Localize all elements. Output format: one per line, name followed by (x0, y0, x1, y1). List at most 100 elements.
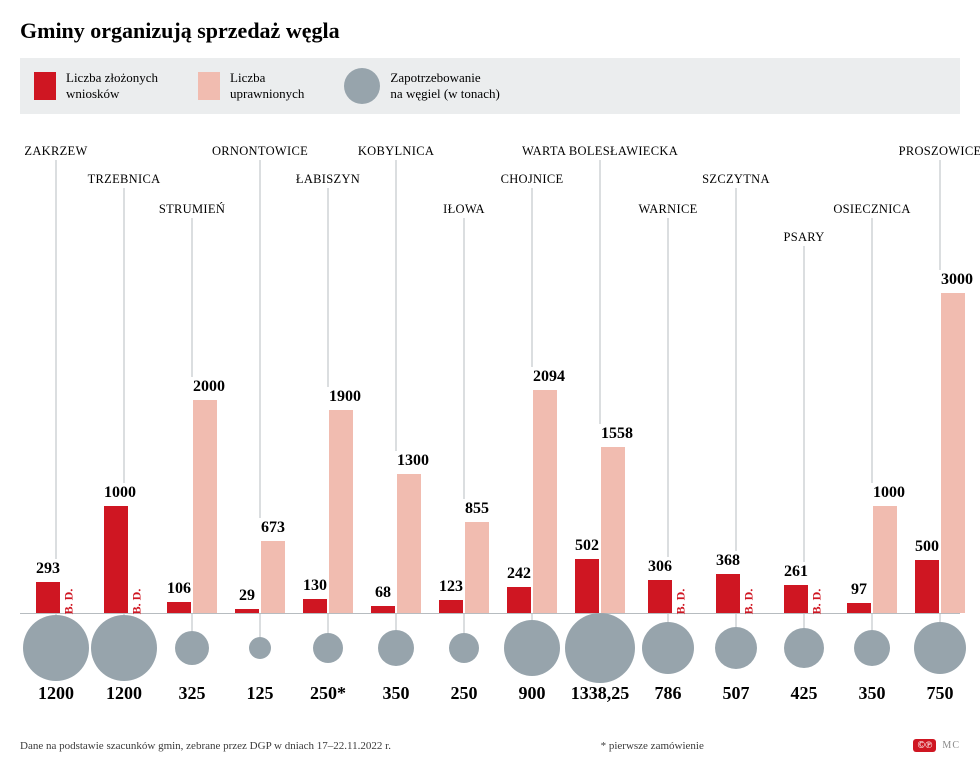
bar-pair: 681300 (371, 474, 421, 613)
bd-label: B. D. (810, 589, 825, 615)
bars-layer: 293B. D.1000B. D.10620002967313019006813… (20, 294, 960, 614)
bar-value-eligible: 1900 (329, 388, 353, 406)
bar-eligible: 855 (465, 522, 489, 613)
demand-bubble (175, 631, 209, 665)
demand-value: 1338,25 (571, 683, 630, 704)
bar-pair: 293B. D. (36, 573, 76, 613)
bar-eligible-nodata: B. D. (62, 573, 76, 613)
demand-bubble (23, 615, 89, 681)
gmina-label: PROSZOWICE (899, 144, 980, 159)
demand-value: 750 (927, 683, 954, 704)
demand-value: 786 (655, 683, 682, 704)
bar-value-applications: 130 (303, 577, 327, 595)
demand-bubble (504, 620, 560, 676)
footer-author: MC (942, 740, 960, 751)
bar-applications: 500 (915, 560, 939, 613)
gmina-label: KOBYLNICA (358, 144, 434, 159)
gmina-label: CHOJNICE (501, 172, 564, 187)
gmina-label: WARNICE (638, 202, 697, 217)
bar-applications: 293 (36, 582, 60, 613)
bar-value-eligible: 1000 (873, 484, 897, 502)
demand-value: 250* (310, 683, 346, 704)
gmina-label: ORNONTOWICE (212, 144, 308, 159)
demand-bubble (565, 613, 635, 683)
bar-value-applications: 106 (167, 580, 191, 598)
bd-label: B. D. (130, 589, 145, 615)
demand-value: 125 (247, 683, 274, 704)
bar-value-applications: 242 (507, 565, 531, 583)
bar-eligible-nodata: B. D. (674, 573, 688, 613)
gmina-label: TRZEBNICA (88, 172, 161, 187)
bar-pair: 123855 (439, 522, 489, 613)
bar-applications: 106 (167, 602, 191, 613)
legend-label-demand: Zapotrzebowaniena węgiel (w tonach) (390, 70, 499, 103)
legend-swatch-pink (198, 72, 220, 100)
bd-label: B. D. (62, 589, 77, 615)
bar-value-eligible: 855 (465, 500, 489, 518)
gmina-label: STRUMIEŃ (159, 202, 225, 217)
legend-eligible: Liczbauprawnionych (198, 70, 304, 103)
bar-eligible: 1300 (397, 474, 421, 613)
demand-bubble (784, 628, 824, 668)
chart-title: Gminy organizują sprzedaż węgla (20, 18, 960, 44)
chart-area: ZAKRZEWTRZEBNICA STRUMIEŃ ORNONTOWICE ŁABIS… (20, 144, 960, 704)
legend-demand: Zapotrzebowaniena węgiel (w tonach) (344, 68, 499, 104)
bar-applications: 1000 (104, 506, 128, 613)
demand-value: 900 (519, 683, 546, 704)
legend-circle-grey (344, 68, 380, 104)
footer: Dane na podstawie szacunków gmin, zebran… (20, 739, 960, 752)
bar-pair: 5021558 (575, 447, 625, 613)
bar-eligible-nodata: B. D. (742, 573, 756, 613)
bar-value-applications: 368 (716, 552, 740, 570)
bar-eligible: 2094 (533, 390, 557, 613)
legend: Liczba złożonychwniosków Liczbauprawnion… (20, 58, 960, 114)
bar-value-eligible: 2094 (533, 368, 557, 386)
bar-applications: 368 (716, 574, 740, 613)
legend-applications: Liczba złożonychwniosków (34, 70, 158, 103)
bd-label: B. D. (674, 589, 689, 615)
bubbles-layer: 12001200325125250*3502509001338,25786507… (20, 614, 960, 704)
bar-eligible-nodata: B. D. (810, 573, 824, 613)
demand-bubble (914, 622, 966, 674)
demand-bubble (715, 627, 757, 669)
bar-eligible: 1558 (601, 447, 625, 613)
demand-value: 350 (859, 683, 886, 704)
bar-eligible: 1900 (329, 410, 353, 613)
gmina-label: WARTA BOLESŁAWIECKA (522, 144, 678, 159)
bar-value-eligible: 1558 (601, 425, 625, 443)
bar-applications: 68 (371, 606, 395, 613)
bar-applications: 502 (575, 559, 599, 613)
bar-applications: 306 (648, 580, 672, 613)
bar-value-eligible: 3000 (941, 271, 965, 289)
bar-value-applications: 29 (235, 587, 259, 605)
demand-value: 425 (791, 683, 818, 704)
gmina-label: ŁABISZYN (296, 172, 360, 187)
bar-pair: 971000 (847, 506, 897, 613)
bar-value-eligible: 673 (261, 519, 285, 537)
bar-value-applications: 500 (915, 538, 939, 556)
demand-bubble (313, 633, 343, 663)
bar-eligible: 3000 (941, 293, 965, 613)
bar-eligible: 1000 (873, 506, 897, 613)
bd-label: B. D. (742, 589, 757, 615)
bar-applications: 130 (303, 599, 327, 613)
bar-applications: 242 (507, 587, 531, 613)
bar-eligible-nodata: B. D. (130, 573, 144, 613)
bar-value-applications: 123 (439, 578, 463, 596)
demand-value: 507 (723, 683, 750, 704)
demand-bubble (854, 630, 890, 666)
bar-value-applications: 68 (371, 584, 395, 602)
bar-eligible: 2000 (193, 400, 217, 613)
bar-pair: 2422094 (507, 390, 557, 613)
bar-pair: 1062000 (167, 400, 217, 613)
cp-badge: ©℗ (913, 739, 936, 752)
bar-pair: 29673 (235, 541, 285, 613)
bar-applications: 97 (847, 603, 871, 613)
gmina-label: ZAKRZEW (24, 144, 87, 159)
bar-applications: 29 (235, 609, 259, 613)
bar-applications: 123 (439, 600, 463, 613)
bar-value-applications: 306 (648, 558, 672, 576)
bar-applications: 261 (784, 585, 808, 613)
bar-pair: 306B. D. (648, 573, 688, 613)
demand-value: 1200 (106, 683, 142, 704)
